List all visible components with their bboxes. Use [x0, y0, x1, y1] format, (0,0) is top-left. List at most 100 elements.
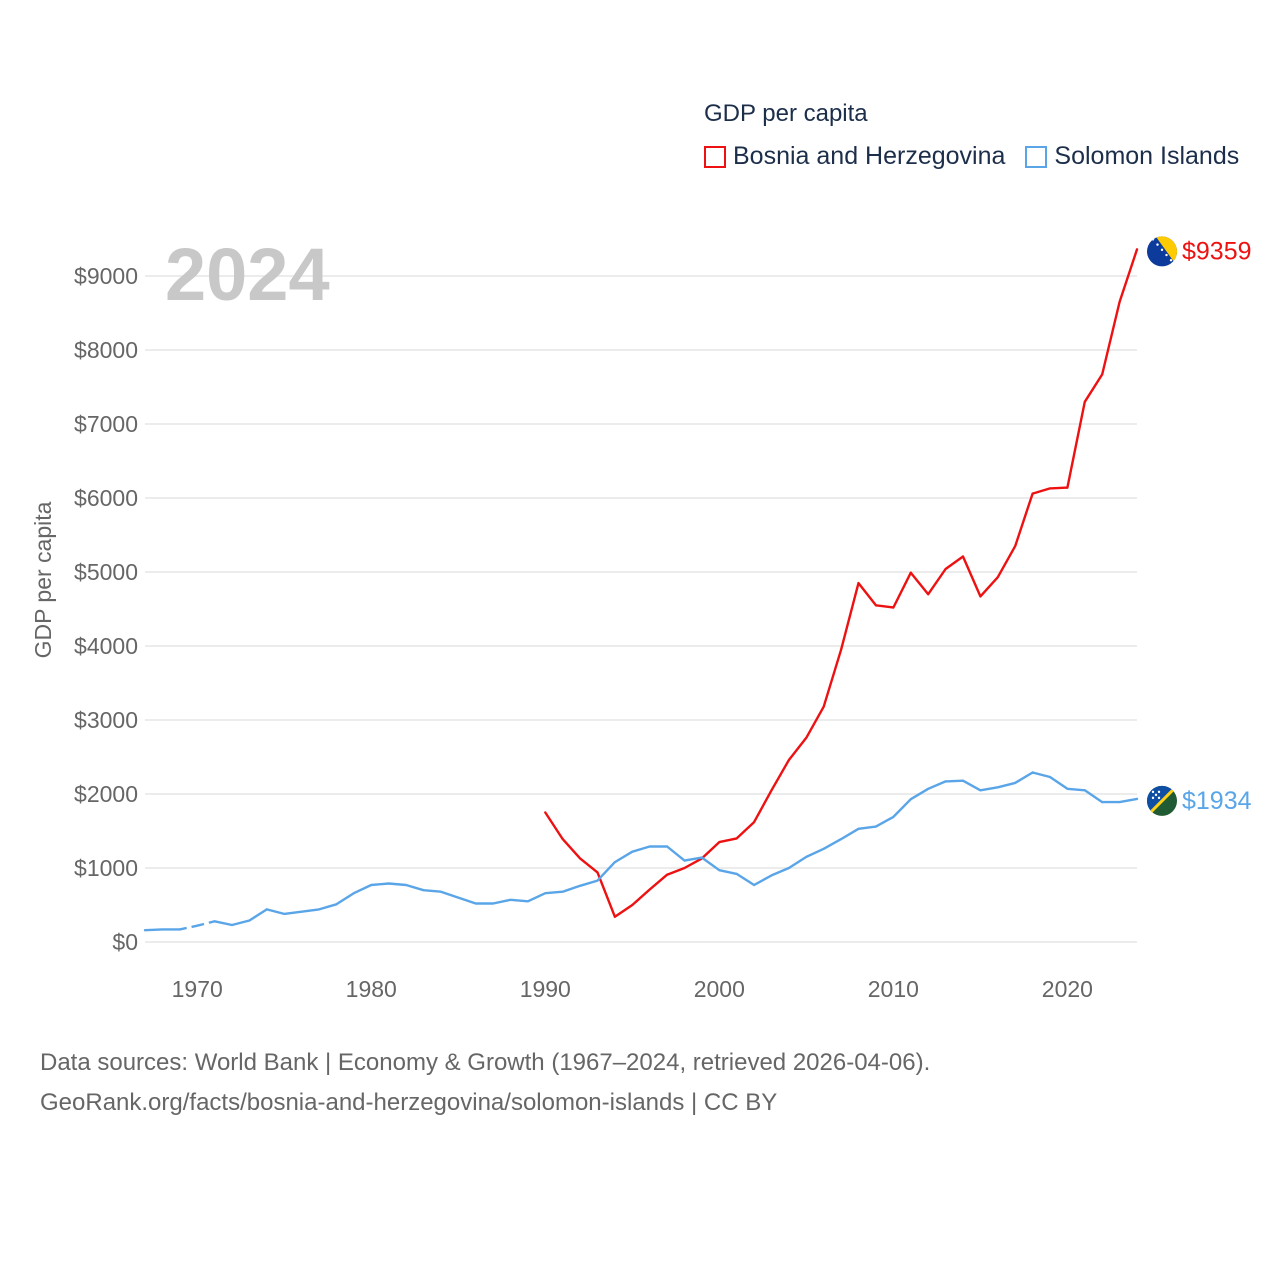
- data-point-solomon-islands-2001: [734, 871, 740, 877]
- data-point-solomon-islands-2003: [769, 872, 775, 878]
- data-point-solomon-islands-2011: [908, 796, 914, 802]
- legend-label-bosnia: Bosnia and Herzegovina: [733, 142, 1006, 170]
- data-point-bosnia-and-herzegovina-2005: [803, 735, 809, 741]
- data-point-solomon-islands-1995: [629, 849, 635, 855]
- x-tick-label-1990: 1990: [520, 976, 571, 1002]
- data-point-solomon-islands-2013: [943, 778, 949, 784]
- y-tick-label-2000: $2000: [74, 781, 138, 807]
- data-point-solomon-islands-1978: [333, 901, 339, 907]
- data-point-solomon-islands-1974: [264, 906, 270, 912]
- data-point-bosnia-and-herzegovina-2023: [1117, 299, 1123, 305]
- y-tick-label-0: $0: [112, 929, 138, 955]
- source-url-text[interactable]: GeoRank.org/facts/bosnia-and-herzegovina…: [40, 1089, 778, 1116]
- data-point-solomon-islands-2021: [1082, 787, 1088, 793]
- data-point-bosnia-and-herzegovina-2013: [943, 566, 949, 572]
- gdp-line-chart: $0 $1000 $2000 $3000 $4000 $5000 $6000 $7000 $80…: [30, 233, 1252, 1002]
- series-line-bosnia-and-herzegovina: [544, 248, 1139, 918]
- bosnia-flag-icon: [1147, 236, 1177, 267]
- data-point-bosnia-and-herzegovina-2020: [1064, 485, 1070, 491]
- data-point-bosnia-and-herzegovina-2003: [769, 787, 775, 793]
- data-point-bosnia-and-herzegovina-1995: [629, 902, 635, 908]
- data-point-solomon-islands-2004: [786, 865, 792, 871]
- legend-title: GDP per capita: [704, 100, 868, 127]
- data-point-bosnia-and-herzegovina-2024: [1134, 246, 1140, 252]
- y-tick-label-1000: $1000: [74, 855, 138, 881]
- data-point-solomon-islands-2017: [1012, 780, 1018, 786]
- data-point-solomon-islands-1982: [403, 882, 409, 888]
- data-point-solomon-islands-2012: [925, 786, 931, 792]
- data-point-solomon-islands-1980: [368, 882, 374, 888]
- end-value-label-solomon-islands: $1934: [1182, 787, 1252, 815]
- data-point-solomon-islands-1990: [542, 890, 548, 896]
- y-tick-label-6000: $6000: [74, 485, 138, 511]
- data-point-bosnia-and-herzegovina-2012: [925, 591, 931, 597]
- data-point-bosnia-and-herzegovina-2009: [873, 602, 879, 608]
- legend: Bosnia and Herzegovina Solomon Islands: [704, 142, 1239, 171]
- data-point-solomon-islands-1983: [421, 887, 427, 893]
- data-point-solomon-islands-1998: [682, 858, 688, 864]
- data-point-bosnia-and-herzegovina-1992: [577, 855, 583, 861]
- data-point-bosnia-and-herzegovina-2018: [1030, 491, 1036, 497]
- data-point-solomon-islands-1984: [438, 889, 444, 895]
- y-axis-title: GDP per capita: [30, 501, 56, 658]
- y-tick-label-3000: $3000: [74, 707, 138, 733]
- y-tick-label-4000: $4000: [74, 633, 138, 659]
- data-point-solomon-islands-1994: [612, 859, 618, 865]
- data-point-bosnia-and-herzegovina-2017: [1012, 543, 1018, 549]
- data-point-solomon-islands-1985: [455, 895, 461, 901]
- data-point-solomon-islands-1987: [490, 901, 496, 907]
- y-tick-label-9000: $9000: [74, 263, 138, 289]
- data-point-bosnia-and-herzegovina-1993: [595, 869, 601, 875]
- data-point-bosnia-and-herzegovina-1991: [560, 836, 566, 842]
- data-point-solomon-islands-1991: [560, 889, 566, 895]
- data-point-solomon-islands-1979: [351, 890, 357, 896]
- data-point-bosnia-and-herzegovina-1994: [612, 914, 618, 920]
- data-point-solomon-islands-1977: [316, 906, 322, 912]
- data-point-solomon-islands-1968: [159, 926, 165, 932]
- data-point-solomon-islands-1999: [699, 855, 705, 861]
- data-point-solomon-islands-2020: [1064, 786, 1070, 792]
- data-point-solomon-islands-2019: [1047, 774, 1053, 780]
- data-point-solomon-islands-1989: [525, 898, 531, 904]
- y-tick-label-7000: $7000: [74, 411, 138, 437]
- data-point-solomon-islands-2000: [716, 867, 722, 873]
- x-tick-label-2000: 2000: [694, 976, 745, 1002]
- data-point-solomon-islands-2014: [960, 778, 966, 784]
- data-point-solomon-islands-2016: [995, 784, 1001, 790]
- data-point-bosnia-and-herzegovina-2010: [890, 605, 896, 611]
- data-point-solomon-islands-1970: [194, 923, 200, 929]
- data-sources-text: Data sources: World Bank | Economy & Gro…: [40, 1049, 931, 1076]
- data-point-bosnia-and-herzegovina-1996: [647, 887, 653, 893]
- series-gap-dashed-solomon-islands: [179, 920, 215, 931]
- data-point-bosnia-and-herzegovina-2004: [786, 757, 792, 763]
- data-point-bosnia-and-herzegovina-2022: [1099, 371, 1105, 377]
- data-point-bosnia-and-herzegovina-2002: [751, 819, 757, 825]
- data-point-bosnia-and-herzegovina-1997: [664, 872, 670, 878]
- data-point-solomon-islands-1975: [281, 911, 287, 917]
- data-point-solomon-islands-2008: [856, 826, 862, 832]
- legend-swatch-bosnia: [704, 145, 726, 168]
- legend-item-solomon-islands[interactable]: Solomon Islands: [1025, 142, 1239, 171]
- data-point-solomon-islands-2007: [838, 836, 844, 842]
- data-point-bosnia-and-herzegovina-2011: [908, 570, 914, 576]
- data-point-bosnia-and-herzegovina-2008: [856, 580, 862, 586]
- data-point-bosnia-and-herzegovina-1998: [682, 865, 688, 871]
- data-point-solomon-islands-2024: [1134, 796, 1140, 802]
- data-point-solomon-islands-1971: [212, 918, 218, 924]
- data-point-solomon-islands-2015: [977, 787, 983, 793]
- y-tick-label-8000: $8000: [74, 337, 138, 363]
- data-point-bosnia-and-herzegovina-1990: [542, 810, 548, 816]
- legend-item-bosnia[interactable]: Bosnia and Herzegovina: [704, 142, 1005, 171]
- data-point-solomon-islands-2005: [803, 854, 809, 860]
- data-point-solomon-islands-1993: [595, 878, 601, 884]
- data-point-bosnia-and-herzegovina-2007: [838, 647, 844, 653]
- y-tick-label-5000: $5000: [74, 559, 138, 585]
- end-value-label-bosnia-and-herzegovina: $9359: [1182, 237, 1252, 265]
- x-tick-label-2020: 2020: [1042, 976, 1093, 1002]
- data-point-bosnia-and-herzegovina-2000: [716, 839, 722, 845]
- data-point-bosnia-and-herzegovina-2006: [821, 704, 827, 710]
- data-point-solomon-islands-1997: [664, 844, 670, 850]
- x-tick-label-1980: 1980: [346, 976, 397, 1002]
- legend-label-solomon-islands: Solomon Islands: [1054, 142, 1240, 170]
- data-point-solomon-islands-1996: [647, 844, 653, 850]
